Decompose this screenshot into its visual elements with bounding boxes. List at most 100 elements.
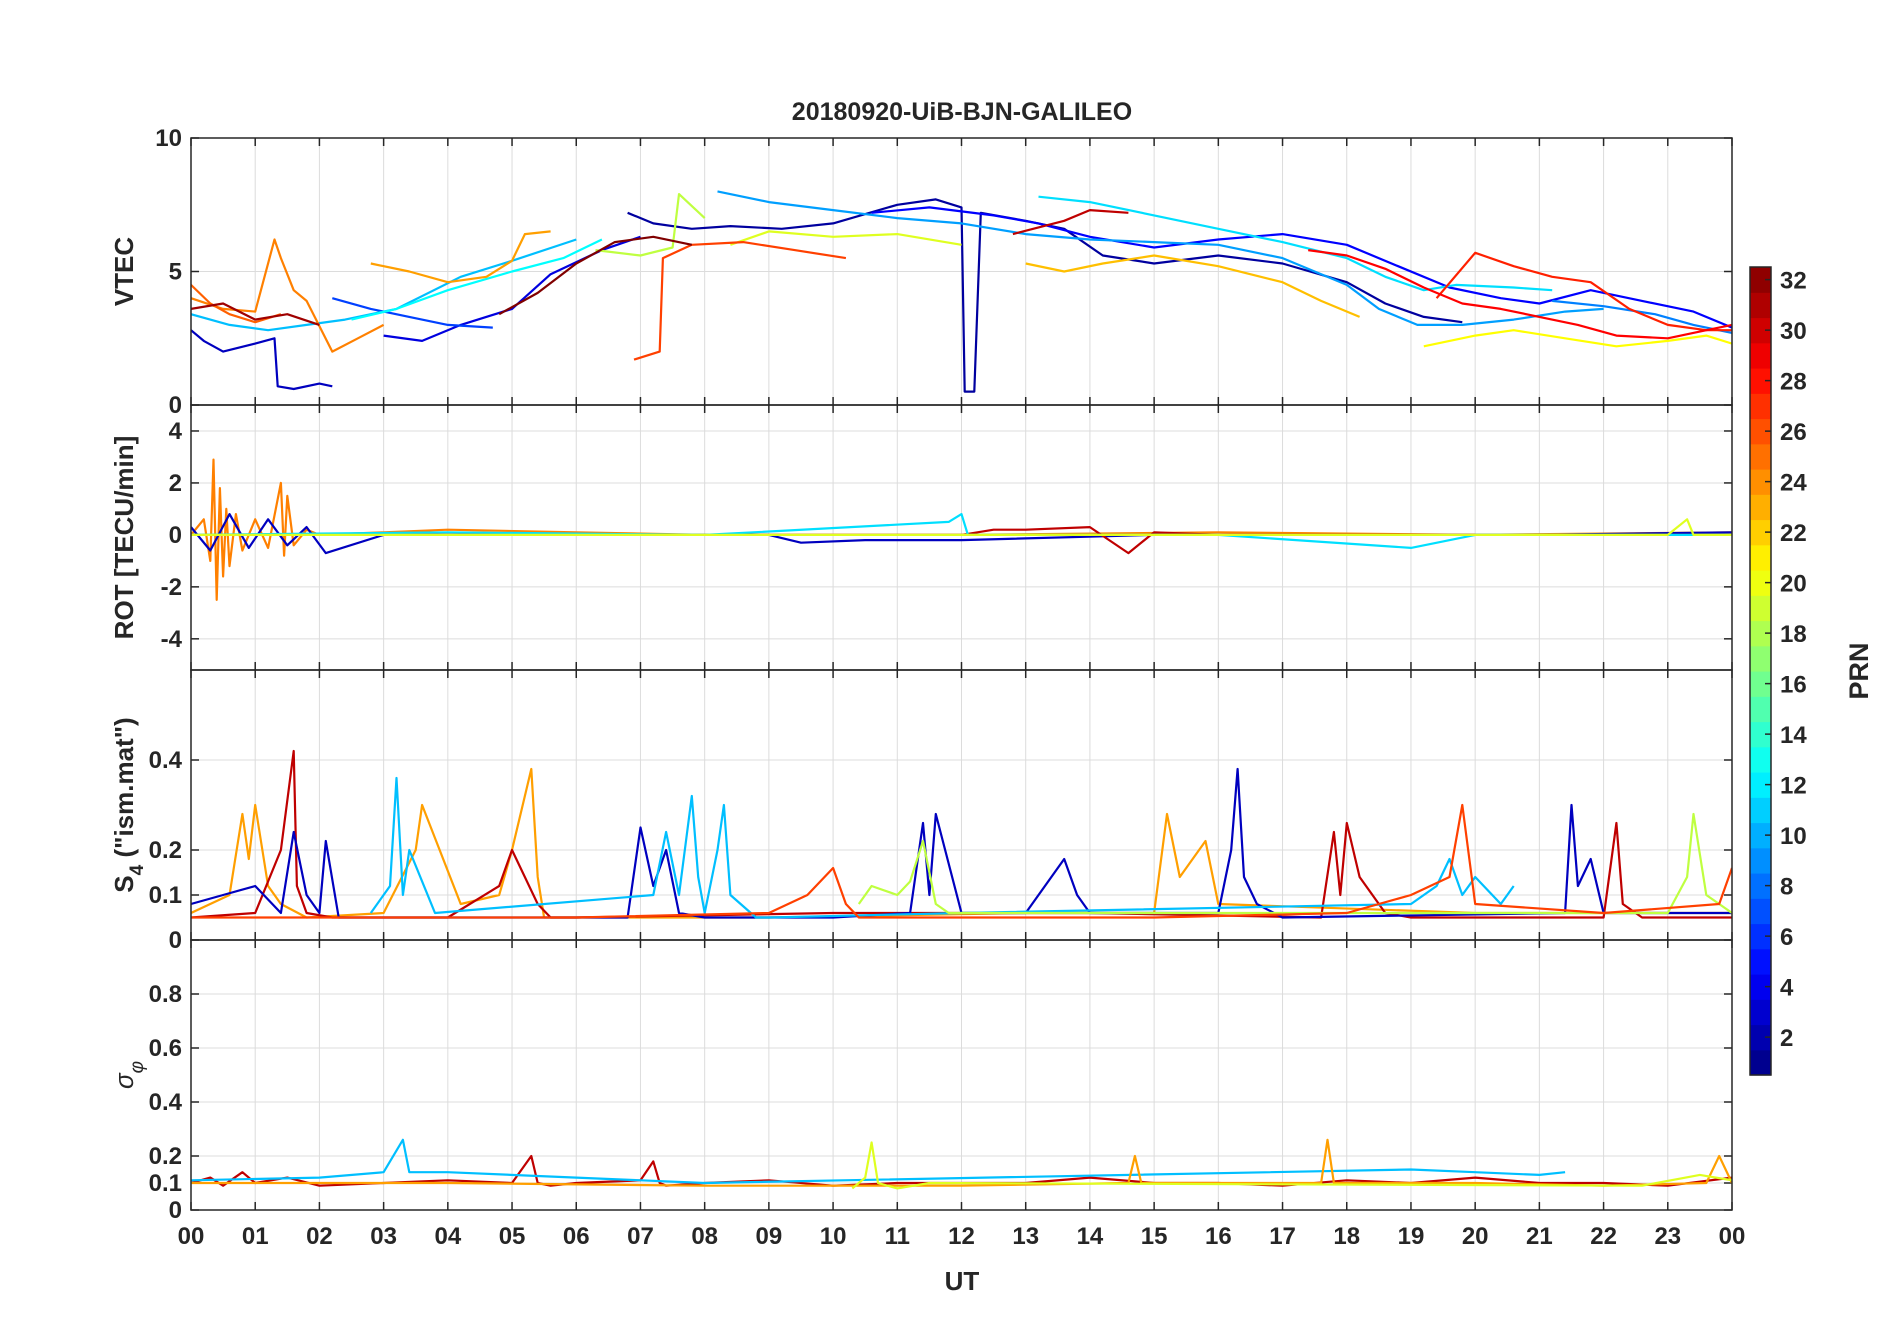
x-tick-label: 00 bbox=[178, 1223, 205, 1250]
colorbar-segment bbox=[1750, 746, 1771, 773]
colorbar-segment bbox=[1750, 999, 1771, 1026]
colorbar-tick-label: 18 bbox=[1780, 621, 1807, 648]
colorbar-segment bbox=[1750, 570, 1771, 596]
x-tick-label: 10 bbox=[820, 1223, 847, 1250]
colorbar-segment bbox=[1750, 797, 1771, 824]
y-tick-label: 0 bbox=[169, 927, 182, 954]
x-tick-label: 04 bbox=[434, 1223, 461, 1250]
x-tick-label: 13 bbox=[1012, 1223, 1039, 1250]
series-line-prn-32 bbox=[191, 302, 320, 326]
colorbar-segment bbox=[1750, 948, 1771, 975]
series-line-prn-23 bbox=[1025, 254, 1361, 318]
colorbar-tick-label: 26 bbox=[1780, 419, 1807, 446]
panel-4: 00.10.2 0.4 0.6 0.8 σφ bbox=[109, 939, 1733, 1224]
series-line-prn-11 bbox=[191, 1138, 1566, 1185]
x-tick-label: 14 bbox=[1077, 1223, 1104, 1250]
series-line-prn-12 bbox=[191, 512, 1732, 550]
series-group bbox=[191, 749, 1732, 919]
colorbar-tick-label: 30 bbox=[1780, 318, 1807, 345]
colorbar-tick-label: 10 bbox=[1780, 823, 1807, 850]
colorbar-segment bbox=[1750, 443, 1771, 470]
series-line-prn-25 bbox=[191, 238, 385, 353]
y-axis-label: σφ bbox=[109, 1061, 148, 1089]
colorbar-tick-label: 28 bbox=[1780, 369, 1807, 396]
colorbar-segment bbox=[1750, 317, 1771, 344]
x-tick-label: 12 bbox=[948, 1223, 975, 1250]
colorbar-segment bbox=[1750, 772, 1771, 798]
panel-frame bbox=[190, 939, 1733, 1211]
series-line-prn-20 bbox=[191, 518, 1732, 537]
colorbar-segment bbox=[1750, 620, 1771, 647]
series-line-prn-27 bbox=[191, 803, 1732, 919]
colorbar-tick-label: 12 bbox=[1780, 773, 1807, 800]
series-line-prn-13 bbox=[351, 238, 603, 321]
colorbar-segment bbox=[1750, 974, 1771, 1000]
series-line-prn-9 bbox=[1552, 299, 1732, 334]
y-tick-label: 0 bbox=[169, 522, 182, 549]
y-tick-label: 0 bbox=[169, 1197, 182, 1224]
colorbar-frame bbox=[1749, 266, 1772, 1076]
colorbar-segment bbox=[1750, 847, 1771, 874]
colorbar-segment bbox=[1750, 368, 1771, 394]
panel-2: -4 -2 0 2 4 ROT [TECU/min] bbox=[109, 404, 1733, 671]
series-group bbox=[191, 458, 1732, 602]
x-tick-label: 20 bbox=[1462, 1223, 1489, 1250]
series-line-prn-26 bbox=[191, 284, 282, 324]
y-tick-label: 2 bbox=[169, 470, 182, 497]
colorbar-tick-label: 20 bbox=[1780, 571, 1807, 598]
x-tick-label: 00 bbox=[1719, 1223, 1746, 1250]
colorbar-segment bbox=[1750, 1024, 1771, 1051]
x-tick-label: 21 bbox=[1526, 1223, 1553, 1250]
x-tick-label: 01 bbox=[242, 1223, 269, 1250]
y-axis-label-rest: ("ism.mat") bbox=[109, 717, 139, 864]
colorbar-segment bbox=[1750, 342, 1771, 369]
x-tick-label: 02 bbox=[306, 1223, 333, 1250]
series-line-prn-10 bbox=[717, 190, 1604, 326]
series-line-prn-28 bbox=[1435, 251, 1732, 332]
colorbar-label: PRN bbox=[1844, 642, 1874, 699]
y-tick-label: 10 bbox=[155, 125, 182, 152]
series-line-prn-11 bbox=[191, 238, 577, 332]
colorbar-segment bbox=[1750, 393, 1771, 420]
y-tick-label: 0.4 bbox=[149, 1089, 183, 1116]
x-tick-label: 23 bbox=[1654, 1223, 1681, 1250]
colorbar-segment bbox=[1750, 519, 1771, 546]
colorbar-segment bbox=[1750, 923, 1771, 950]
x-tick-label: 16 bbox=[1205, 1223, 1232, 1250]
colorbar-segment bbox=[1750, 544, 1771, 571]
series-line-prn-31 bbox=[1012, 209, 1129, 236]
colorbar-tick-label: 16 bbox=[1780, 672, 1807, 699]
y-tick-label: 0.8 bbox=[149, 981, 182, 1008]
colorbar-segment bbox=[1750, 595, 1771, 622]
x-tick-label: 19 bbox=[1398, 1223, 1425, 1250]
x-tick-label: 09 bbox=[756, 1223, 783, 1250]
y-axis-label-main: S bbox=[109, 875, 139, 892]
y-tick-label: 0 bbox=[169, 392, 182, 419]
colorbar-tick-label: 32 bbox=[1780, 268, 1807, 295]
panel-3: 00.10.20.4S4 ("ism.mat") bbox=[109, 669, 1733, 954]
series-line-prn-29 bbox=[1308, 249, 1732, 340]
colorbar-segment bbox=[1750, 721, 1771, 748]
series-line-prn-19 bbox=[595, 193, 706, 257]
panel-1: 0 5 10 VTEC bbox=[109, 125, 1733, 419]
series-line-prn-21 bbox=[1423, 329, 1732, 348]
y-axis-label-sub: 4 bbox=[127, 864, 148, 875]
colorbar-segment bbox=[1750, 671, 1771, 697]
series-line-prn-33 bbox=[498, 235, 693, 316]
y-axis-label: ROT [TECU/min] bbox=[109, 436, 139, 640]
colorbar-tick-label: 24 bbox=[1780, 470, 1807, 497]
series-line-prn-3 bbox=[191, 329, 333, 391]
y-axis-label: VTEC bbox=[109, 237, 139, 307]
x-tick-label: 11 bbox=[885, 1223, 910, 1250]
colorbar-segment bbox=[1750, 696, 1771, 723]
series-line-prn-12 bbox=[1038, 195, 1553, 292]
series-line-prn-7 bbox=[332, 297, 493, 329]
series-line-prn-11 bbox=[369, 776, 1515, 919]
series-line-prn-19 bbox=[857, 812, 1732, 915]
x-tick-label: 17 bbox=[1269, 1223, 1296, 1250]
series-line-prn-31 bbox=[191, 749, 1732, 919]
colorbar-segment bbox=[1750, 822, 1771, 849]
y-tick-label: -2 bbox=[161, 574, 182, 601]
